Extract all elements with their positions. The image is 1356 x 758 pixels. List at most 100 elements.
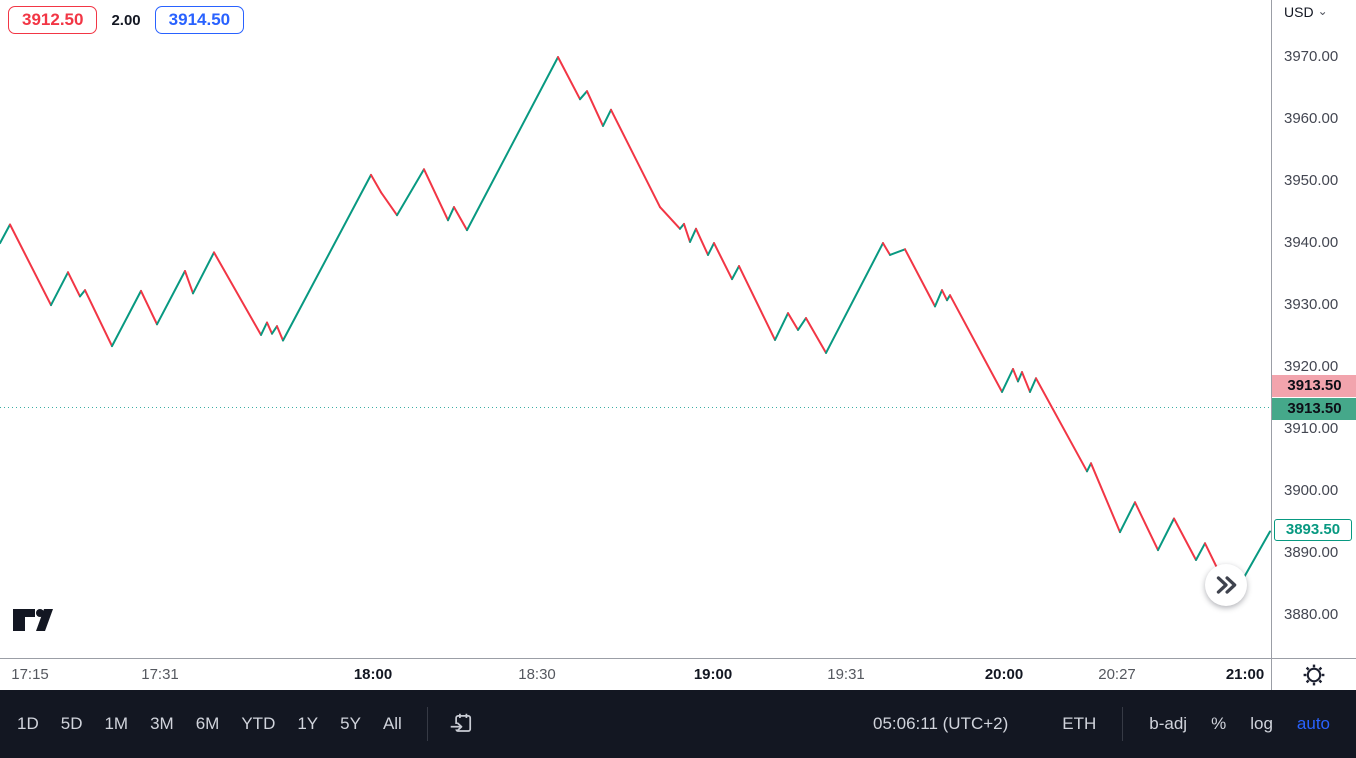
price-line-segment	[949, 294, 1003, 393]
price-line-segment	[1195, 542, 1206, 561]
price-line-segment	[557, 56, 581, 101]
time-tick-label: 19:00	[693, 666, 733, 683]
price-line-segment	[738, 265, 776, 341]
price-tick-label: 3960.00	[1284, 110, 1339, 128]
price-line-segment	[447, 206, 455, 222]
time-tick-label: 20:00	[984, 666, 1024, 683]
price-line-segment	[192, 251, 215, 295]
price-line-segment	[1035, 377, 1088, 473]
price-line-segment	[380, 191, 398, 217]
goto-realtime-button[interactable]	[1205, 564, 1247, 606]
price-line-segment	[1157, 517, 1175, 552]
currency-dropdown[interactable]: USD ⌄	[1284, 4, 1328, 20]
price-tick-label: 3950.00	[1284, 172, 1339, 190]
price-line-segment	[889, 248, 906, 256]
tradingview-logo[interactable]	[13, 608, 53, 632]
date-range-group: 1D 5D 1M 3M 6M YTD 1Y 5Y All	[6, 708, 413, 740]
currency-label: USD	[1284, 4, 1314, 20]
price-line-segment	[659, 206, 681, 230]
range-button-1d[interactable]: 1D	[6, 708, 50, 740]
price-line-segment	[423, 168, 449, 222]
price-line-segment	[825, 242, 884, 354]
b-adjust-button[interactable]: b-adj	[1137, 708, 1199, 740]
price-line-segment	[370, 173, 382, 194]
toolbar-divider	[426, 707, 428, 741]
price-line-segment	[79, 289, 86, 298]
price-tick-label: 3930.00	[1284, 296, 1339, 314]
price-line-segment	[904, 248, 936, 308]
scale-mode-group: b-adj% log	[1137, 708, 1285, 740]
price-line-segment	[797, 317, 807, 331]
price-tick-label: 3940.00	[1284, 234, 1339, 252]
log-scale-button[interactable]: log	[1238, 708, 1285, 740]
price-line-segment	[695, 227, 709, 256]
price-tick-label: 3910.00	[1284, 420, 1339, 438]
price-line-segment	[1134, 501, 1159, 552]
bottom-toolbar: 1D 5D 1M 3M 6M YTD 1Y 5Y All 05:06:11 (UTC+2) ET…	[0, 690, 1356, 758]
price-line-segment	[586, 90, 604, 127]
price-line-segment	[707, 242, 715, 256]
double-chevron-right-icon	[1216, 576, 1237, 594]
session-eth-button[interactable]: ETH	[1050, 708, 1108, 740]
prev-close-badge: 3913.50	[1272, 398, 1356, 421]
price-line-segment	[689, 227, 697, 243]
price-line-segment	[731, 265, 740, 281]
price-line-segment	[213, 251, 262, 336]
price-line-segment	[774, 312, 789, 341]
price-line-segment	[1017, 371, 1023, 383]
price-line-segment	[260, 321, 268, 336]
percent-scale-button[interactable]: %	[1199, 708, 1238, 740]
time-tick-label: 21:00	[1225, 666, 1265, 683]
price-scale[interactable]: USD ⌄ 3970.00 3960.00 3950.00 3940.00 3930.0…	[1271, 0, 1356, 658]
price-line-segment	[453, 206, 468, 232]
price-line-segment	[1086, 462, 1092, 473]
price-line-segment	[1173, 517, 1197, 561]
toolbar-right-group: 05:06:11 (UTC+2) ETH b-adj% log auto	[861, 707, 1342, 741]
chart-plot-area[interactable]: 3912.50 2.00 3914.50	[0, 0, 1271, 658]
auto-scale-button[interactable]: auto	[1285, 708, 1342, 740]
range-button-ytd[interactable]: YTD	[230, 708, 286, 740]
time-tick-label: 18:00	[353, 666, 393, 683]
range-button-3m[interactable]: 3M	[139, 708, 185, 740]
time-tick-label: 20:27	[1098, 666, 1136, 683]
range-button-1y[interactable]: 1Y	[286, 708, 329, 740]
price-line-segment	[1090, 462, 1121, 534]
price-tick-label: 3920.00	[1284, 358, 1339, 376]
price-line-segment	[610, 108, 661, 209]
price-line-segment	[111, 289, 142, 348]
range-button-5y[interactable]: 5Y	[329, 708, 372, 740]
price-line-segment	[282, 173, 372, 342]
price-line-segment	[1119, 501, 1136, 534]
clock-display[interactable]: 05:06:11 (UTC+2)	[861, 708, 1020, 740]
quote-bar: 3912.50 2.00 3914.50	[8, 6, 245, 34]
price-line-segment	[941, 289, 948, 302]
chevron-down-icon: ⌄	[1317, 3, 1328, 18]
price-line-segment	[683, 222, 691, 243]
price-line-segment	[466, 56, 559, 232]
goto-date-button[interactable]	[442, 707, 480, 741]
time-scale[interactable]: 17:15 17:31 18:00 18:30 19:00 19:31 20:00 20:27…	[0, 658, 1271, 691]
calendar-goto-icon	[450, 713, 471, 732]
range-button-6m[interactable]: 6M	[185, 708, 231, 740]
price-tick-label: 3890.00	[1284, 544, 1339, 562]
range-button-1m[interactable]: 1M	[93, 708, 139, 740]
price-line-segment	[396, 168, 425, 217]
price-line-segment	[266, 321, 273, 335]
price-line-segment	[0, 223, 11, 245]
price-line-segment	[1001, 368, 1014, 393]
spread-value: 2.00	[111, 11, 141, 29]
bid-price-button[interactable]: 3912.50	[8, 6, 98, 34]
time-tick-label: 17:15	[11, 666, 49, 683]
ask-price-button[interactable]: 3914.50	[154, 6, 245, 34]
price-line-segment	[713, 242, 733, 281]
time-tick-label: 18:30	[518, 666, 556, 683]
axis-settings-corner[interactable]	[1271, 658, 1356, 690]
range-button-all[interactable]: All	[372, 708, 413, 740]
price-line-segment	[934, 289, 943, 308]
price-line-segment	[579, 90, 588, 101]
range-button-5d[interactable]: 5D	[50, 708, 94, 740]
price-line-chart	[0, 56, 1271, 600]
price-line-segment	[602, 108, 612, 127]
price-line-segment	[276, 325, 284, 342]
